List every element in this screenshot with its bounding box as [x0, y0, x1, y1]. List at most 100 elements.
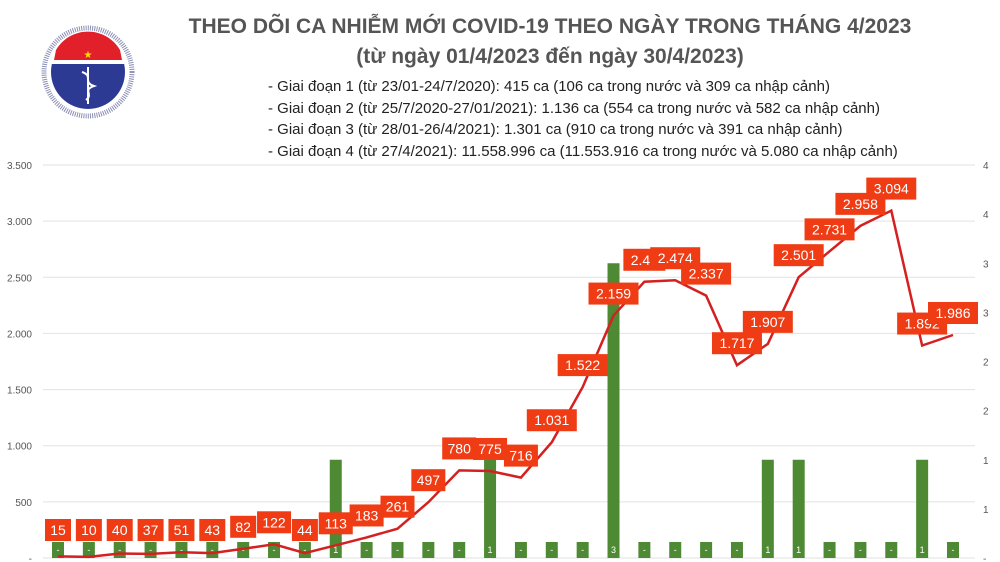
right-axis-tick: 2: [983, 358, 989, 369]
data-label: 780: [448, 440, 472, 456]
ministry-of-health-logo: ★: [41, 25, 135, 119]
data-label-box: [557, 354, 608, 377]
bar-label: -: [705, 545, 708, 555]
left-axis-tick: 500: [15, 498, 32, 509]
import-bar: [360, 542, 373, 558]
left-axis-tick: 2.000: [7, 329, 32, 340]
bar-label: 1: [333, 545, 338, 555]
data-label: 716: [509, 448, 533, 464]
bar-label: -: [396, 545, 399, 555]
bar-label: 1: [765, 545, 770, 555]
data-label: 497: [417, 472, 441, 488]
right-axis-tick: 1: [983, 505, 989, 516]
data-label-box: [473, 437, 508, 460]
bar-label: -: [303, 545, 306, 555]
data-label: 44: [297, 522, 313, 538]
import-bar: [514, 542, 527, 558]
bar-label: -: [365, 545, 368, 555]
data-label-box: [681, 262, 732, 285]
data-label: 43: [205, 522, 221, 538]
data-label: 82: [235, 519, 251, 535]
data-label-box: [257, 511, 292, 534]
bar-label: -: [273, 545, 276, 555]
data-label-box: [928, 302, 978, 325]
bar-label: -: [643, 545, 646, 555]
data-label: 1.522: [565, 357, 600, 373]
import-bar: [484, 459, 497, 558]
bar-label: -: [581, 545, 584, 555]
data-label-box: [866, 177, 917, 200]
bar-label: -: [952, 545, 955, 555]
data-label: 1.031: [534, 412, 569, 428]
import-bar: [607, 263, 620, 558]
import-bar: [576, 542, 589, 558]
import-bar: [298, 542, 311, 558]
import-bar: [453, 542, 466, 558]
note-phase-2: - Giai đoạn 2 (từ 25/7/2020-27/01/2021):…: [268, 99, 880, 117]
bar-label: -: [458, 545, 461, 555]
note-phase-3: - Giai đoạn 3 (từ 28/01-26/4/2021): 1.30…: [268, 121, 843, 138]
right-axis-tick: 3: [983, 308, 989, 319]
right-axis-tick: -: [983, 554, 986, 562]
data-label: 40: [112, 522, 128, 538]
data-label-box: [199, 519, 226, 541]
import-bar: [422, 542, 435, 558]
data-label-box: [137, 519, 164, 541]
data-label: 1.907: [750, 314, 785, 330]
data-label: 2.474: [658, 250, 693, 266]
data-label: 113: [325, 515, 348, 531]
data-label-box: [291, 519, 318, 541]
import-bar: [761, 459, 774, 558]
import-bar: [545, 542, 558, 558]
import-bar: [391, 542, 404, 558]
import-bar: [792, 459, 805, 558]
bar-label: -: [674, 545, 677, 555]
import-bar: [916, 459, 929, 558]
import-bar: [669, 542, 682, 558]
data-label-box: [411, 469, 446, 492]
bar-label: -: [180, 545, 183, 555]
data-label: 2.337: [689, 266, 724, 282]
data-label-box: [45, 519, 71, 541]
data-label: 183: [355, 507, 379, 523]
data-label: 51: [174, 522, 190, 538]
bar-label: 1: [920, 545, 925, 555]
data-label-box: [349, 504, 384, 527]
bar-label: 1: [796, 545, 801, 555]
bar-label: -: [519, 545, 522, 555]
import-bar: [854, 542, 867, 558]
import-bar: [730, 542, 743, 558]
data-label: 3.094: [874, 181, 909, 197]
data-label: 261: [386, 499, 410, 515]
data-label-box: [106, 519, 133, 541]
data-label: 1.717: [719, 335, 754, 351]
bar-label: -: [118, 545, 121, 555]
data-label: 1.986: [935, 305, 970, 321]
data-label-box: [380, 495, 415, 518]
data-label: 15: [50, 522, 66, 538]
left-axis-tick: 2.500: [7, 273, 32, 284]
import-bar: [823, 542, 836, 558]
data-label: 2.731: [812, 221, 847, 237]
import-bar: [52, 542, 64, 558]
import-bar: [885, 542, 898, 558]
data-label: 37: [143, 522, 159, 538]
data-label-box: [526, 409, 577, 432]
data-label: 10: [81, 522, 97, 538]
left-axis-tick: 3.000: [7, 217, 32, 228]
data-label-box: [230, 515, 257, 538]
right-axis-tick: 1: [983, 456, 989, 467]
right-axis-tick: 3: [983, 259, 989, 270]
right-axis-tick: 4: [983, 161, 989, 172]
bar-label: -: [859, 545, 862, 555]
import-bar: [700, 542, 713, 558]
bar-label: 3: [611, 545, 616, 555]
data-label: 2.958: [843, 196, 878, 212]
chart-title: THEO DÕI CA NHIỄM MỚI COVID-19 THEO NGÀY…: [150, 12, 950, 72]
bar-label: -: [87, 545, 90, 555]
note-phase-1: - Giai đoạn 1 (từ 23/01-24/7/2020): 415 …: [268, 78, 830, 95]
left-axis-tick: 1.500: [7, 386, 32, 397]
note-phase-4: - Giai đoạn 4 (từ 27/4/2021): 11.558.996…: [268, 142, 898, 160]
data-label-box: [711, 332, 762, 355]
